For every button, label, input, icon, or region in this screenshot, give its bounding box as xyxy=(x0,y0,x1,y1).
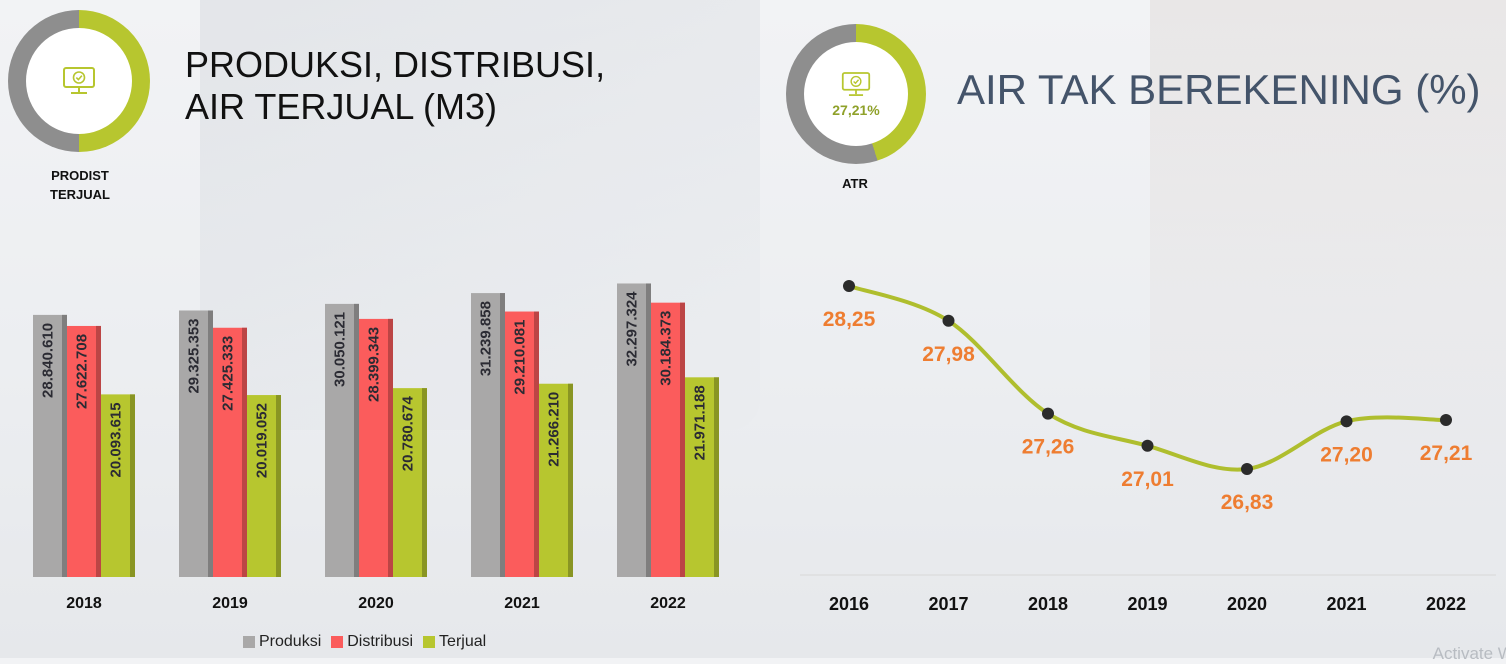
atr-data-label-2018: 27,26 xyxy=(1022,436,1075,459)
bar-group-2019: 29.325.353 27.425.333 20.019.052 2019 xyxy=(179,310,281,612)
atr-point-2018 xyxy=(1042,407,1054,420)
bar-shade-distribusi-2018 xyxy=(96,325,101,577)
bar-group-2022: 32.297.324 30.184.373 21.971.188 2022 xyxy=(617,283,719,612)
atr-point-2016 xyxy=(843,280,855,292)
x-tick-label-2019: 2019 xyxy=(212,595,248,612)
bar-shade-distribusi-2019 xyxy=(242,327,247,577)
monitor-check-icon xyxy=(841,71,871,96)
legend-swatch-distribusi xyxy=(331,636,344,648)
atr-data-label-2016: 28,25 xyxy=(823,308,876,331)
legend-item-terjual: Terjual xyxy=(423,633,486,651)
bar-terjual-2021 xyxy=(539,383,573,577)
bar-data-label-distribusi-2020: 28.399.343 xyxy=(366,327,383,402)
bar-data-label-terjual-2021: 21.266.210 xyxy=(546,392,563,467)
bar-group-2021: 31.239.858 29.210.081 21.266.210 2021 xyxy=(471,293,573,612)
atr-point-2019 xyxy=(1141,439,1154,452)
atr-data-label-2022: 27,21 xyxy=(1420,442,1473,465)
atr-caption: ATR xyxy=(842,176,868,191)
atr-point-2022 xyxy=(1440,414,1452,427)
bar-group-2018: 28.840.610 27.622.708 20.093.615 2018 xyxy=(33,314,135,612)
bar-shade-terjual-2022 xyxy=(714,377,719,577)
prodist-donut-center xyxy=(26,28,132,134)
activate-windows-watermark: Activate Windo xyxy=(1432,644,1506,663)
x-tick-label-2020: 2020 xyxy=(358,595,394,612)
x-tick-label-2021: 2021 xyxy=(1326,594,1366,614)
x-tick-label-2018: 2018 xyxy=(66,595,102,612)
bar-distribusi-2019 xyxy=(213,327,247,577)
bar-shade-produksi-2018 xyxy=(62,314,67,577)
bar-data-label-produksi-2018: 28.840.610 xyxy=(40,323,57,398)
line-chart-title: AIR TAK BEREKENING (%) xyxy=(957,66,1481,113)
x-tick-label-2019: 2019 xyxy=(1127,594,1167,614)
bar-data-label-terjual-2020: 20.780.674 xyxy=(400,395,417,471)
legend-item-distribusi: Distribusi xyxy=(331,633,413,651)
x-tick-label-2018: 2018 xyxy=(1028,594,1068,614)
bar-data-label-terjual-2019: 20.019.052 xyxy=(254,403,271,478)
bar-produksi-2021 xyxy=(471,293,505,577)
monitor-check-icon xyxy=(63,67,95,94)
bar-terjual-2018 xyxy=(101,394,135,577)
atr-data-label-2020: 26,83 xyxy=(1221,491,1274,514)
bar-shade-terjual-2018 xyxy=(130,394,135,577)
atr-data-label-2017: 27,98 xyxy=(922,343,975,366)
x-tick-label-2021: 2021 xyxy=(504,595,540,612)
bar-produksi-2022 xyxy=(617,283,651,577)
bar-terjual-2019 xyxy=(247,395,281,577)
legend-label-distribusi: Distribusi xyxy=(347,633,414,650)
atr-data-label-2019: 27,01 xyxy=(1121,468,1174,491)
bar-chart-title: PRODUKSI, DISTRIBUSI, AIR TERJUAL (M3) xyxy=(185,44,606,127)
legend-item-produksi: Produksi xyxy=(243,633,321,651)
prodist-donut xyxy=(8,10,150,152)
bar-data-label-produksi-2021: 31.239.858 xyxy=(478,301,495,376)
bar-shade-produksi-2020 xyxy=(354,303,359,577)
bar-data-label-terjual-2022: 21.971.188 xyxy=(692,385,709,460)
x-tick-label-2022: 2022 xyxy=(1426,594,1466,614)
x-tick-label-2017: 2017 xyxy=(928,594,968,614)
bar-produksi-2019 xyxy=(179,310,213,577)
x-tick-label-2022: 2022 xyxy=(650,595,686,612)
bar-shade-produksi-2022 xyxy=(646,283,651,577)
bar-shade-terjual-2019 xyxy=(276,395,281,577)
bar-data-label-produksi-2019: 29.325.353 xyxy=(186,318,203,393)
prodist-caption: PRODIST TERJUAL xyxy=(50,168,110,202)
legend-label-terjual: Terjual xyxy=(439,633,487,650)
bar-data-label-produksi-2020: 30.050.121 xyxy=(332,312,349,387)
atr-data-label-2021: 27,20 xyxy=(1320,443,1373,466)
bar-distribusi-2020 xyxy=(359,318,393,577)
bar-data-label-produksi-2022: 32.297.324 xyxy=(624,291,641,367)
bar-distribusi-2021 xyxy=(505,311,539,577)
bar-shade-produksi-2021 xyxy=(500,293,505,577)
bar-distribusi-2018 xyxy=(67,325,101,577)
bar-data-label-distribusi-2018: 27.622.708 xyxy=(74,334,91,409)
bar-data-label-distribusi-2021: 29.210.081 xyxy=(512,320,529,395)
bar-terjual-2022 xyxy=(685,377,719,577)
legend-label-produksi: Produksi xyxy=(259,633,322,650)
x-tick-label-2020: 2020 xyxy=(1227,594,1267,614)
bar-shade-distribusi-2021 xyxy=(534,311,539,577)
bar-produksi-2020 xyxy=(325,303,359,577)
bar-data-label-distribusi-2022: 30.184.373 xyxy=(658,311,675,386)
bar-shade-distribusi-2020 xyxy=(388,318,393,577)
bar-data-label-distribusi-2019: 27.425.333 xyxy=(220,336,237,411)
bar-shade-produksi-2019 xyxy=(208,310,213,577)
bar-shade-distribusi-2022 xyxy=(680,302,685,577)
bar-data-label-terjual-2018: 20.093.615 xyxy=(108,402,125,477)
atr-donut-center: 27,21% xyxy=(804,42,908,146)
atr-donut: 27,21% xyxy=(786,24,926,164)
atr-point-2021 xyxy=(1340,415,1353,428)
bar-produksi-2018 xyxy=(33,314,67,577)
bar-distribusi-2022 xyxy=(651,302,685,577)
legend-swatch-terjual xyxy=(423,636,436,648)
x-tick-label-2016: 2016 xyxy=(829,594,869,614)
bar-group-2020: 30.050.121 28.399.343 20.780.674 2020 xyxy=(325,303,427,612)
bar-terjual-2020 xyxy=(393,388,427,577)
bar-chart-legend: Produksi Distribusi Terjual xyxy=(243,632,486,652)
legend-swatch-produksi xyxy=(243,636,255,648)
atr-donut-value: 27,21% xyxy=(832,101,880,118)
bar-shade-terjual-2021 xyxy=(568,383,573,577)
atr-point-2017 xyxy=(942,314,955,327)
bar-shade-terjual-2020 xyxy=(422,388,427,577)
atr-point-2020 xyxy=(1241,463,1253,475)
